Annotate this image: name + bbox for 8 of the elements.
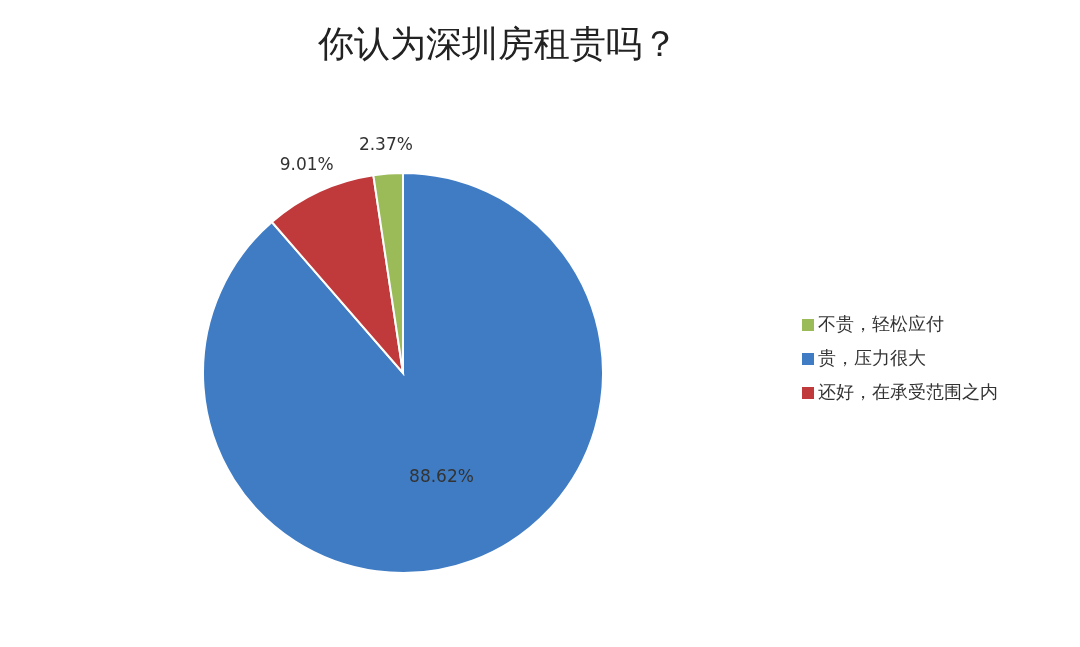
data-label: 9.01% — [279, 154, 334, 175]
legend-label: 贵，压力很大 — [818, 347, 926, 368]
legend-label: 不贵，轻松应付 — [818, 313, 944, 334]
pie-slice — [202, 172, 604, 574]
chart-title: 你认为深圳房租贵吗？ — [317, 22, 679, 66]
data-label: 88.62% — [409, 466, 474, 487]
legend-label: 还好，在承受范围之内 — [818, 381, 998, 402]
data-label: 2.37% — [358, 133, 413, 154]
